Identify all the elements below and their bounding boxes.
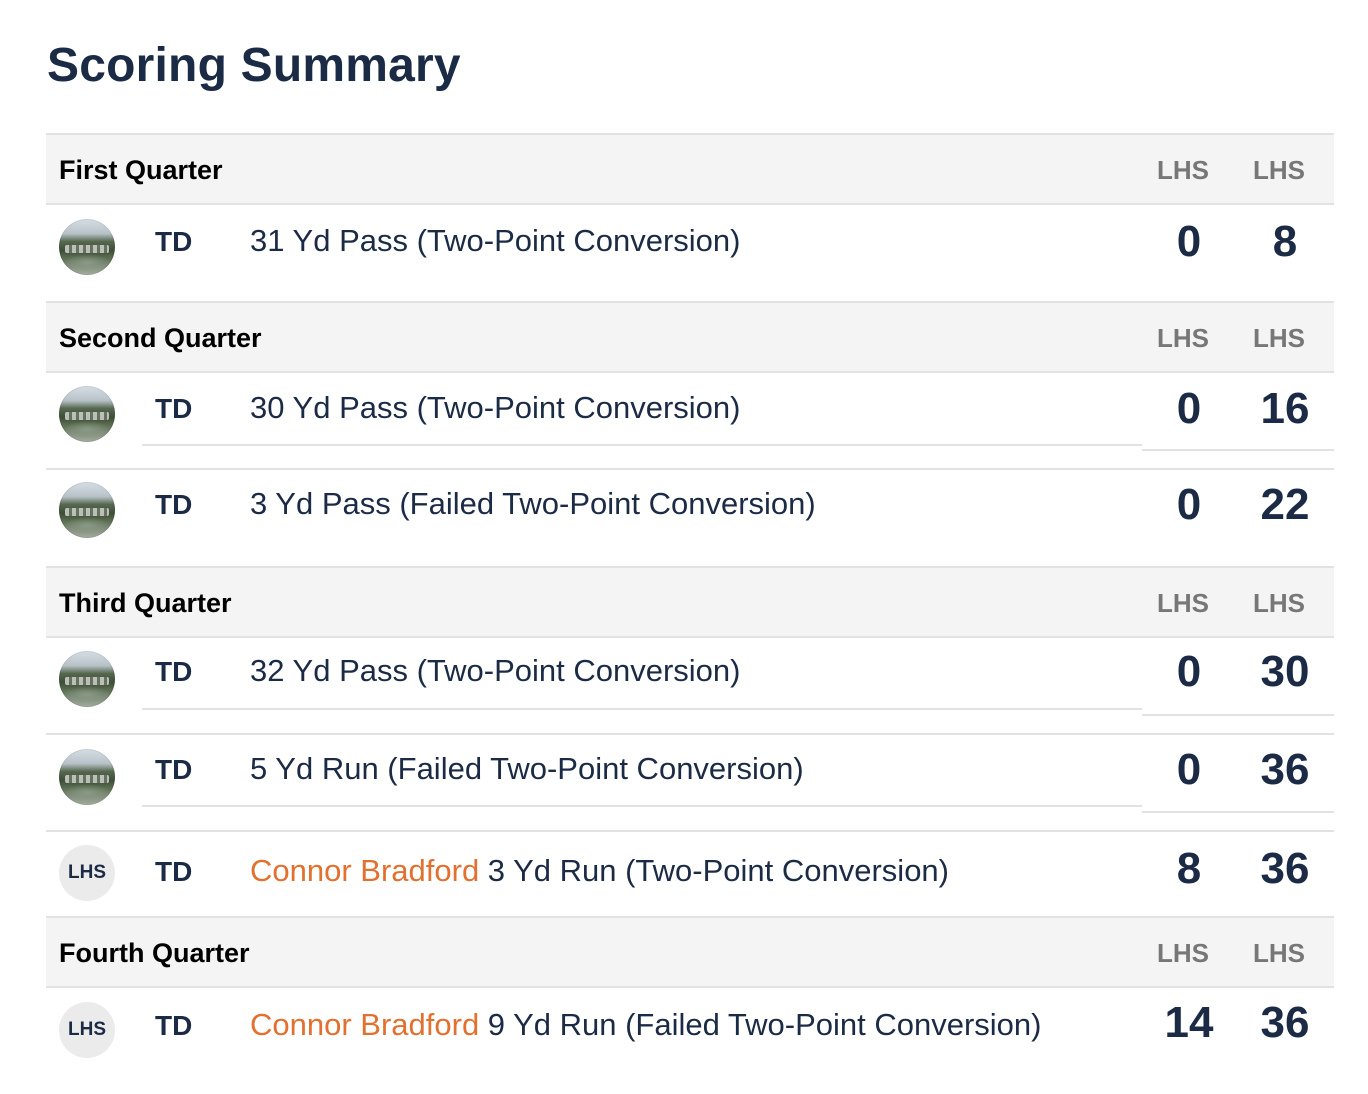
scoring-play-row[interactable]: TD 32 Yd Pass (Two-Point Conversion) 0 3… xyxy=(46,638,1334,735)
play-description: Connor Bradford 9 Yd Run (Failed Two-Poi… xyxy=(250,1007,1042,1043)
play-detail: 9 Yd Run (Failed Two-Point Conversion) xyxy=(479,1007,1042,1042)
team-photo-avatar xyxy=(59,749,115,805)
team1-score: 0 xyxy=(1176,480,1202,529)
scoring-play-row[interactable]: LHS TD Connor Bradford 9 Yd Run (Failed … xyxy=(46,988,1334,1072)
play-detail: 3 Yd Run (Two-Point Conversion) xyxy=(479,853,950,888)
team2-column-header: LHS xyxy=(1253,938,1305,968)
play-description: 5 Yd Run (Failed Two-Point Conversion) xyxy=(250,751,804,786)
row-divider xyxy=(46,733,1334,735)
quarter-name: Third Quarter xyxy=(59,588,232,618)
quarter-header-third: Third Quarter LHS LHS xyxy=(46,566,1334,638)
scoring-play-row[interactable]: TD 31 Yd Pass (Two-Point Conversion) 0 8 xyxy=(46,205,1334,301)
team2-score: 36 xyxy=(1260,844,1310,893)
team-photo-avatar xyxy=(59,386,115,442)
row-divider xyxy=(46,830,1334,832)
play-description: 3 Yd Pass (Failed Two-Point Conversion) xyxy=(250,486,816,521)
team2-score: 22 xyxy=(1260,480,1310,529)
play-type: TD xyxy=(155,856,193,887)
scoring-play-row[interactable]: TD 3 Yd Pass (Failed Two-Point Conversio… xyxy=(46,470,1334,566)
play-type: TD xyxy=(155,754,193,785)
row-divider xyxy=(1142,714,1334,716)
player-link[interactable]: Connor Bradford xyxy=(250,1007,480,1042)
team1-column-header: LHS xyxy=(1157,938,1209,968)
team2-column-header: LHS xyxy=(1253,588,1305,618)
team1-score: 0 xyxy=(1176,745,1202,794)
team1-score: 0 xyxy=(1176,217,1202,266)
team-photo-avatar xyxy=(59,651,115,707)
quarter-name: First Quarter xyxy=(59,155,223,185)
row-divider xyxy=(142,444,1142,446)
team1-score: 14 xyxy=(1164,998,1214,1047)
play-type: TD xyxy=(155,393,193,424)
scoring-play-row[interactable]: TD 30 Yd Pass (Two-Point Conversion) 0 1… xyxy=(46,373,1334,470)
team-logo: LHS xyxy=(59,1002,115,1058)
row-divider xyxy=(142,708,1142,710)
play-description: Connor Bradford 3 Yd Run (Two-Point Conv… xyxy=(250,853,949,889)
play-type: TD xyxy=(155,226,193,257)
play-description: 32 Yd Pass (Two-Point Conversion) xyxy=(250,653,741,688)
team1-column-header: LHS xyxy=(1157,155,1209,185)
team2-score: 36 xyxy=(1260,998,1310,1047)
play-description: 31 Yd Pass (Two-Point Conversion) xyxy=(250,223,741,258)
team1-score: 8 xyxy=(1176,844,1202,893)
player-link[interactable]: Connor Bradford xyxy=(250,853,480,888)
team1-column-header: LHS xyxy=(1157,588,1209,618)
row-divider xyxy=(1142,449,1334,451)
team1-column-header: LHS xyxy=(1157,323,1209,353)
quarter-name: Second Quarter xyxy=(59,323,262,353)
scoring-summary-table: First Quarter LHS LHS TD 31 Yd Pass (Two… xyxy=(46,133,1334,1072)
quarter-name: Fourth Quarter xyxy=(59,938,250,968)
page-title: Scoring Summary xyxy=(47,39,461,92)
row-divider xyxy=(142,805,1142,807)
quarter-header-first: First Quarter LHS LHS xyxy=(46,133,1334,205)
play-type: TD xyxy=(155,656,193,687)
row-divider xyxy=(46,468,1334,470)
team2-score: 30 xyxy=(1260,647,1310,696)
quarter-header-fourth: Fourth Quarter LHS LHS xyxy=(46,916,1334,988)
team2-score: 36 xyxy=(1260,745,1310,794)
row-divider xyxy=(1142,811,1334,813)
team2-column-header: LHS xyxy=(1253,323,1305,353)
team-photo-avatar xyxy=(59,482,115,538)
team1-score: 0 xyxy=(1176,647,1202,696)
play-type: TD xyxy=(155,489,193,520)
team2-column-header: LHS xyxy=(1253,155,1305,185)
play-type: TD xyxy=(155,1010,193,1041)
scoring-play-row[interactable]: LHS TD Connor Bradford 3 Yd Run (Two-Poi… xyxy=(46,832,1334,916)
team-logo: LHS xyxy=(59,845,115,901)
play-description: 30 Yd Pass (Two-Point Conversion) xyxy=(250,390,741,425)
team2-score: 16 xyxy=(1260,384,1310,433)
scoring-play-row[interactable]: TD 5 Yd Run (Failed Two-Point Conversion… xyxy=(46,735,1334,832)
quarter-header-second: Second Quarter LHS LHS xyxy=(46,301,1334,373)
team1-score: 0 xyxy=(1176,384,1202,433)
team-photo-avatar xyxy=(59,219,115,275)
team2-score: 8 xyxy=(1272,217,1298,266)
